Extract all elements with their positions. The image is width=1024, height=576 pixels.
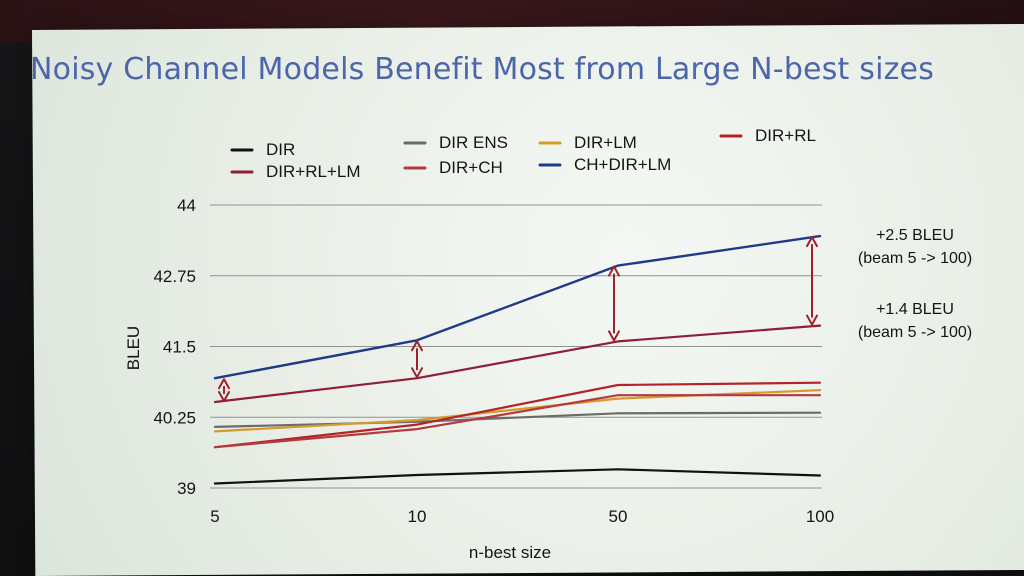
- arrow-head-bottom-1: [411, 367, 423, 379]
- arrow-head-bottom-2: [608, 330, 620, 342]
- arrow-head-top-0: [218, 378, 230, 390]
- legend-label-dir: DIR: [266, 140, 295, 159]
- chart-labels: +2.5 BLEU (beam 5 -> 100) +1.4 BLEU (beam 5…: [858, 227, 972, 341]
- y-tick-41.5: 41.5: [163, 338, 196, 357]
- legend-label-dir_rl_lm: DIR+RL+LM: [266, 162, 360, 181]
- series-line-dir_rl_lm: [213, 324, 822, 404]
- arrow-head-top-3: [806, 236, 818, 248]
- series-line-dir_rl: [213, 381, 822, 449]
- legend-label-dir_ens: DIR ENS: [439, 133, 508, 152]
- x-tick-5: 5: [210, 507, 219, 526]
- y-tick-40.25: 40.25: [153, 408, 196, 427]
- chart-series: [213, 234, 822, 485]
- annotation-line1-1: +1.4 BLEU: [876, 301, 954, 318]
- x-tick-50: 50: [609, 507, 628, 526]
- y-tick-42.75: 42.75: [153, 267, 196, 286]
- y-tick-44: 44: [177, 196, 196, 215]
- chart-grid: 39 40.25 41.5 42.75 44 5 10 50 100 n-best size BLE…: [124, 196, 834, 562]
- chart-arrows: [218, 236, 818, 402]
- x-tick-10: 10: [408, 507, 427, 526]
- chart-legend: DIR DIR ENS DIR+LM DIR+RL DIR+RL+LM DIR+CH CH+…: [230, 126, 816, 181]
- series-line-dir_ch: [213, 394, 822, 449]
- arrow-head-top-2: [608, 265, 620, 277]
- y-tick-39: 39: [177, 479, 196, 498]
- x-axis-label: n-best size: [469, 543, 551, 562]
- series-line-dir_ens: [213, 411, 822, 428]
- legend-label-dir_lm: DIR+LM: [574, 133, 637, 152]
- legend-label-dir_rl: DIR+RL: [755, 126, 816, 145]
- arrow-head-bottom-0: [218, 390, 230, 402]
- legend-label-dir_ch: DIR+CH: [439, 158, 503, 177]
- x-tick-100: 100: [806, 507, 834, 526]
- series-line-dir: [213, 468, 822, 485]
- arrow-head-top-1: [411, 340, 423, 352]
- y-axis-label: BLEU: [124, 326, 143, 370]
- annotation-line1-0: +2.5 BLEU: [876, 227, 954, 244]
- arrow-head-bottom-3: [806, 314, 818, 326]
- annotation-line2-0: (beam 5 -> 100): [858, 250, 972, 267]
- legend-label-ch_dir_lm: CH+DIR+LM: [574, 155, 671, 174]
- series-line-ch_dir_lm: [213, 234, 822, 380]
- annotation-line2-1: (beam 5 -> 100): [858, 324, 972, 341]
- slide-title: Noisy Channel Models Benefit Most from L…: [30, 52, 935, 87]
